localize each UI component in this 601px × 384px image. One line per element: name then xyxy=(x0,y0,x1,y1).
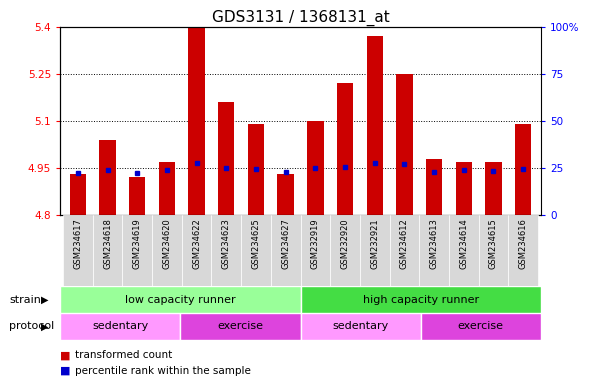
Text: strain: strain xyxy=(9,295,41,305)
Text: ▶: ▶ xyxy=(41,295,49,305)
Bar xyxy=(300,286,541,313)
Bar xyxy=(485,162,502,215)
Bar xyxy=(218,102,234,215)
Bar xyxy=(99,140,116,215)
Text: percentile rank within the sample: percentile rank within the sample xyxy=(75,366,251,376)
Bar xyxy=(478,215,508,286)
Bar xyxy=(60,286,300,313)
Bar xyxy=(421,313,541,340)
Bar xyxy=(152,215,182,286)
Text: high capacity runner: high capacity runner xyxy=(362,295,479,305)
Bar xyxy=(70,174,86,215)
Bar xyxy=(271,215,300,286)
Bar xyxy=(189,27,205,215)
Text: exercise: exercise xyxy=(218,321,263,331)
Bar xyxy=(307,121,323,215)
Bar xyxy=(63,215,93,286)
Text: GSM234612: GSM234612 xyxy=(400,218,409,269)
Text: GSM234613: GSM234613 xyxy=(430,218,439,270)
Text: GSM234616: GSM234616 xyxy=(519,218,528,270)
Bar xyxy=(330,215,360,286)
Text: GSM234615: GSM234615 xyxy=(489,218,498,269)
Text: exercise: exercise xyxy=(458,321,504,331)
Bar xyxy=(449,215,478,286)
Text: GSM234614: GSM234614 xyxy=(459,218,468,269)
Text: ■: ■ xyxy=(60,366,70,376)
Text: GSM234622: GSM234622 xyxy=(192,218,201,269)
Text: GSM234617: GSM234617 xyxy=(73,218,82,270)
Bar xyxy=(389,215,419,286)
Bar xyxy=(300,313,421,340)
Bar xyxy=(60,313,180,340)
Text: GSM234627: GSM234627 xyxy=(281,218,290,270)
Bar xyxy=(396,74,412,215)
Text: ■: ■ xyxy=(60,350,70,360)
Text: GSM232921: GSM232921 xyxy=(370,218,379,269)
Text: GSM234620: GSM234620 xyxy=(162,218,171,269)
Text: ▶: ▶ xyxy=(41,321,49,331)
Bar xyxy=(159,162,175,215)
Bar xyxy=(508,215,538,286)
Bar xyxy=(456,162,472,215)
Bar xyxy=(515,124,531,215)
Title: GDS3131 / 1368131_at: GDS3131 / 1368131_at xyxy=(212,9,389,25)
Text: low capacity runner: low capacity runner xyxy=(125,295,236,305)
Bar xyxy=(337,83,353,215)
Bar xyxy=(248,124,264,215)
Text: transformed count: transformed count xyxy=(75,350,172,360)
Text: sedentary: sedentary xyxy=(332,321,389,331)
Text: GSM234623: GSM234623 xyxy=(222,218,231,270)
Bar xyxy=(180,313,300,340)
Bar xyxy=(182,215,212,286)
Bar xyxy=(123,215,152,286)
Bar xyxy=(241,215,271,286)
Text: sedentary: sedentary xyxy=(92,321,148,331)
Text: GSM234618: GSM234618 xyxy=(103,218,112,270)
Bar xyxy=(278,174,294,215)
Bar xyxy=(93,215,123,286)
Text: GSM234625: GSM234625 xyxy=(251,218,260,269)
Bar xyxy=(360,215,389,286)
Bar xyxy=(419,215,449,286)
Bar xyxy=(212,215,241,286)
Bar xyxy=(129,177,145,215)
Text: protocol: protocol xyxy=(9,321,54,331)
Text: GSM232919: GSM232919 xyxy=(311,218,320,269)
Text: GSM232920: GSM232920 xyxy=(341,218,350,269)
Bar xyxy=(300,215,330,286)
Bar xyxy=(426,159,442,215)
Text: GSM234619: GSM234619 xyxy=(133,218,142,269)
Bar xyxy=(367,36,383,215)
